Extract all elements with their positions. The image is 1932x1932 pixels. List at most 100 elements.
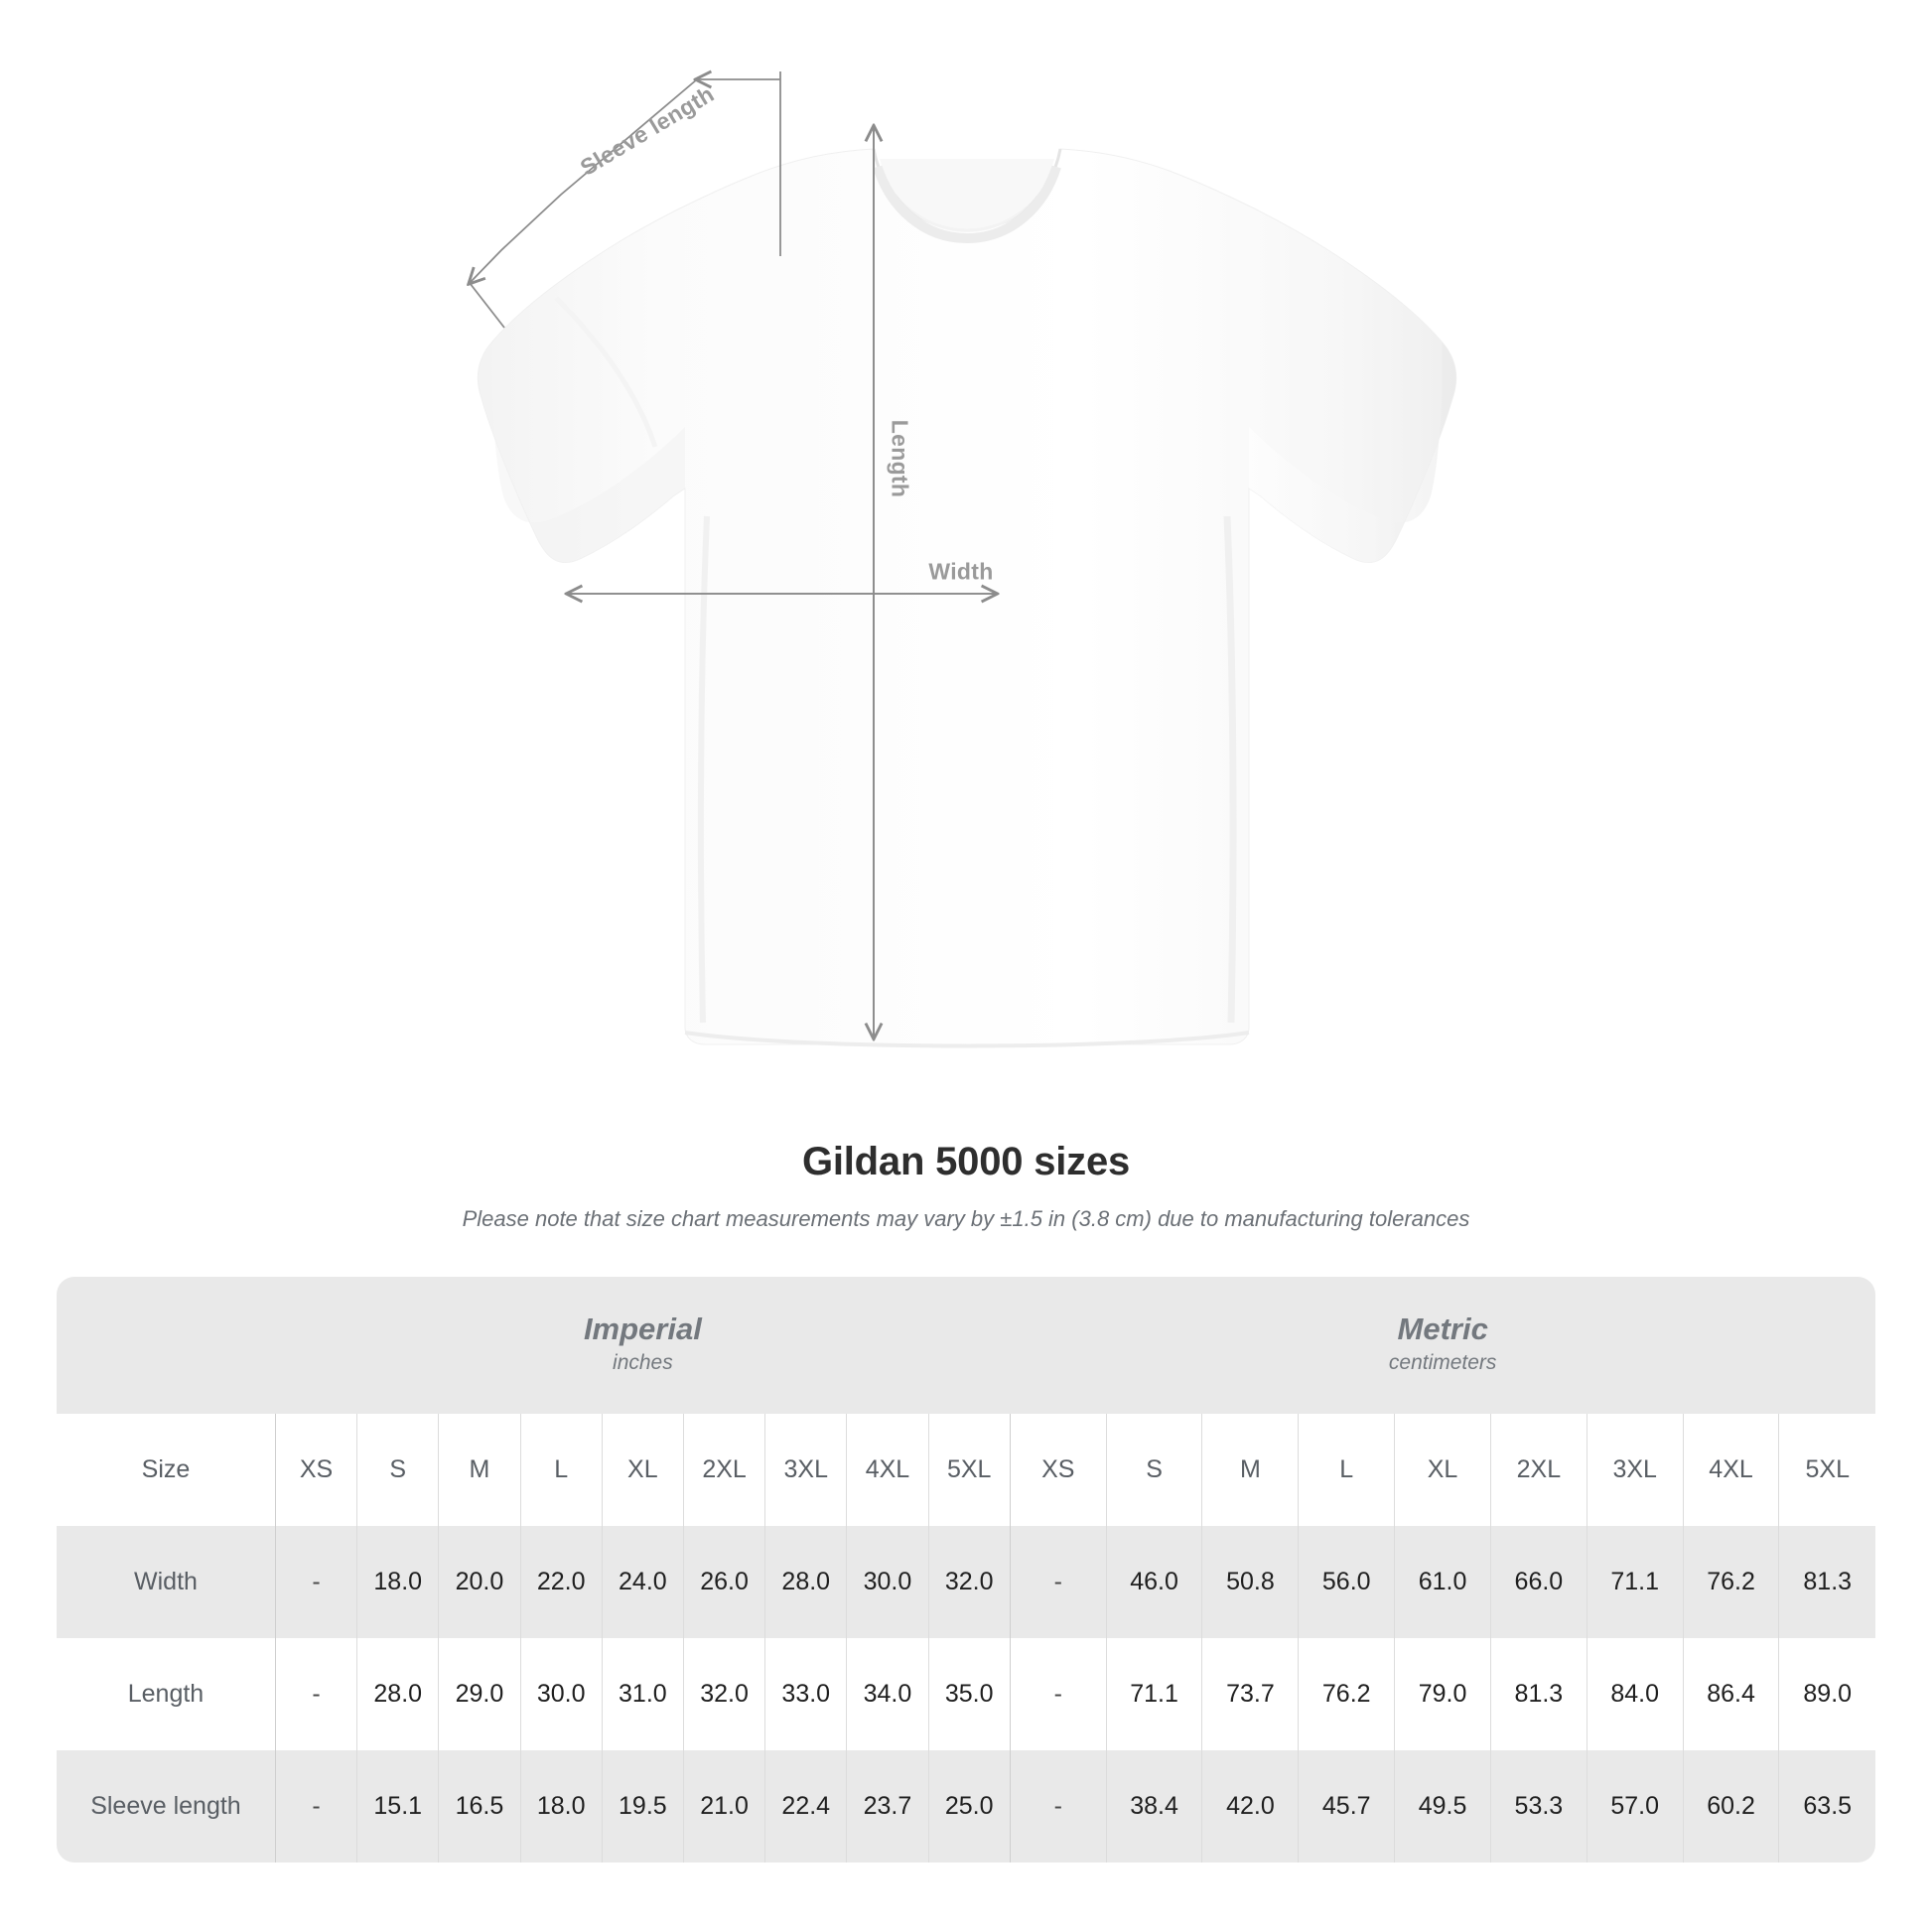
tshirt-measurement-diagram: Sleeve length Length Width: [0, 0, 1457, 1048]
cell-length-imp-3xl: 33.0: [764, 1638, 847, 1750]
cell-length-imp-xs: -: [274, 1638, 357, 1750]
size-header-met-3xl: 3XL: [1586, 1414, 1684, 1526]
unit-header-imperial: Imperial inches: [275, 1277, 1011, 1414]
cell-width-imp-m: 20.0: [438, 1526, 521, 1638]
cell-width-imp-5xl: 32.0: [927, 1526, 1011, 1638]
cell-sleeve-met-3xl: 57.0: [1586, 1750, 1684, 1863]
size-header-met-4xl: 4XL: [1682, 1414, 1779, 1526]
row-label-length: Length: [57, 1638, 276, 1750]
measurement-lines: [470, 71, 996, 1037]
unit-system-header-row: Imperial inches Metric centimeters: [57, 1277, 1875, 1414]
table-row: Sleeve length - 15.1 16.5 18.0 19.5 21.0…: [57, 1750, 1875, 1863]
cell-length-met-s: 71.1: [1105, 1638, 1202, 1750]
cell-sleeve-imp-xl: 19.5: [601, 1750, 684, 1863]
cell-width-met-xl: 61.0: [1394, 1526, 1491, 1638]
unit-corner-spacer: [57, 1277, 276, 1414]
tshirt-body-shape: [477, 148, 1457, 1048]
size-row-label: Size: [57, 1414, 276, 1526]
cell-sleeve-imp-5xl: 25.0: [927, 1750, 1011, 1863]
size-header-met-s: S: [1105, 1414, 1202, 1526]
cell-sleeve-imp-2xl: 21.0: [682, 1750, 765, 1863]
size-header-met-l: L: [1298, 1414, 1395, 1526]
cell-sleeve-met-2xl: 53.3: [1489, 1750, 1587, 1863]
cell-sleeve-imp-s: 15.1: [356, 1750, 439, 1863]
cell-length-imp-s: 28.0: [356, 1638, 439, 1750]
size-header-imp-xs: XS: [274, 1414, 357, 1526]
size-header-met-xl: XL: [1394, 1414, 1491, 1526]
cell-width-met-3xl: 71.1: [1586, 1526, 1684, 1638]
cell-width-imp-s: 18.0: [356, 1526, 439, 1638]
cell-sleeve-imp-4xl: 23.7: [846, 1750, 929, 1863]
cell-width-imp-l: 22.0: [519, 1526, 603, 1638]
cell-length-imp-xl: 31.0: [601, 1638, 684, 1750]
sleeve-diagonal-arrow: [470, 78, 698, 283]
cell-length-met-3xl: 84.0: [1586, 1638, 1684, 1750]
cell-length-imp-4xl: 34.0: [846, 1638, 929, 1750]
cell-sleeve-met-l: 45.7: [1298, 1750, 1395, 1863]
title-block: Gildan 5000 sizes Please note that size …: [0, 1140, 1932, 1232]
unit-name-imperial: Imperial: [583, 1311, 702, 1347]
size-header-met-m: M: [1201, 1414, 1299, 1526]
cell-length-met-l: 76.2: [1298, 1638, 1395, 1750]
size-header-row: Size XS S M L XL 2XL 3XL 4XL 5XL XS S M …: [57, 1414, 1875, 1526]
size-header-imp-s: S: [356, 1414, 439, 1526]
unit-name-metric: Metric: [1397, 1311, 1488, 1347]
cell-length-imp-2xl: 32.0: [682, 1638, 765, 1750]
cell-length-met-2xl: 81.3: [1489, 1638, 1587, 1750]
cell-width-met-2xl: 66.0: [1489, 1526, 1587, 1638]
row-label-width: Width: [57, 1526, 276, 1638]
tshirt-illustration: [0, 0, 1457, 1048]
length-diagram-label: Length: [887, 419, 913, 498]
size-header-imp-3xl: 3XL: [764, 1414, 847, 1526]
cell-sleeve-met-s: 38.4: [1105, 1750, 1202, 1863]
size-header-imp-5xl: 5XL: [927, 1414, 1011, 1526]
cell-length-met-5xl: 89.0: [1778, 1638, 1875, 1750]
width-diagram-label: Width: [928, 558, 994, 585]
cell-length-met-xs: -: [1009, 1638, 1107, 1750]
size-header-imp-xl: XL: [601, 1414, 684, 1526]
size-header-met-2xl: 2XL: [1489, 1414, 1587, 1526]
table-row: Length - 28.0 29.0 30.0 31.0 32.0 33.0 3…: [57, 1638, 1875, 1750]
size-header-imp-2xl: 2XL: [682, 1414, 765, 1526]
cell-sleeve-met-5xl: 63.5: [1778, 1750, 1875, 1863]
cell-width-met-m: 50.8: [1201, 1526, 1299, 1638]
size-header-imp-m: M: [438, 1414, 521, 1526]
tolerance-note: Please note that size chart measurements…: [462, 1206, 1470, 1231]
cell-width-met-xs: -: [1009, 1526, 1107, 1638]
unit-sub-imperial: inches: [613, 1351, 673, 1375]
cell-sleeve-imp-l: 18.0: [519, 1750, 603, 1863]
size-header-imp-4xl: 4XL: [846, 1414, 929, 1526]
sleeve-tick: [469, 282, 505, 329]
cell-width-imp-3xl: 28.0: [764, 1526, 847, 1638]
size-table-container: Imperial inches Metric centimeters Size …: [57, 1277, 1875, 1863]
size-header-imp-l: L: [519, 1414, 603, 1526]
cell-width-met-5xl: 81.3: [1778, 1526, 1875, 1638]
cell-sleeve-imp-3xl: 22.4: [764, 1750, 847, 1863]
cell-sleeve-met-m: 42.0: [1201, 1750, 1299, 1863]
size-chart-table: Imperial inches Metric centimeters Size …: [57, 1277, 1875, 1863]
cell-width-imp-2xl: 26.0: [682, 1526, 765, 1638]
cell-sleeve-imp-xs: -: [274, 1750, 357, 1863]
size-header-met-xs: XS: [1009, 1414, 1107, 1526]
unit-sub-metric: centimeters: [1388, 1351, 1497, 1375]
row-label-sleeve-length: Sleeve length: [57, 1750, 276, 1863]
cell-length-imp-5xl: 35.0: [927, 1638, 1011, 1750]
cell-sleeve-imp-m: 16.5: [438, 1750, 521, 1863]
cell-width-imp-xs: -: [274, 1526, 357, 1638]
unit-header-metric: Metric centimeters: [1010, 1277, 1875, 1414]
cell-length-met-m: 73.7: [1201, 1638, 1299, 1750]
page-title: Gildan 5000 sizes: [801, 1140, 1131, 1183]
cell-length-imp-m: 29.0: [438, 1638, 521, 1750]
cell-sleeve-met-4xl: 60.2: [1682, 1750, 1779, 1863]
cell-length-met-xl: 79.0: [1394, 1638, 1491, 1750]
table-row: Width - 18.0 20.0 22.0 24.0 26.0 28.0 30…: [57, 1526, 1875, 1638]
cell-width-met-l: 56.0: [1298, 1526, 1395, 1638]
cell-width-met-4xl: 76.2: [1682, 1526, 1779, 1638]
cell-width-imp-xl: 24.0: [601, 1526, 684, 1638]
cell-sleeve-met-xs: -: [1009, 1750, 1107, 1863]
cell-width-met-s: 46.0: [1105, 1526, 1202, 1638]
cell-length-met-4xl: 86.4: [1682, 1638, 1779, 1750]
size-header-met-5xl: 5XL: [1778, 1414, 1875, 1526]
cell-width-imp-4xl: 30.0: [846, 1526, 929, 1638]
